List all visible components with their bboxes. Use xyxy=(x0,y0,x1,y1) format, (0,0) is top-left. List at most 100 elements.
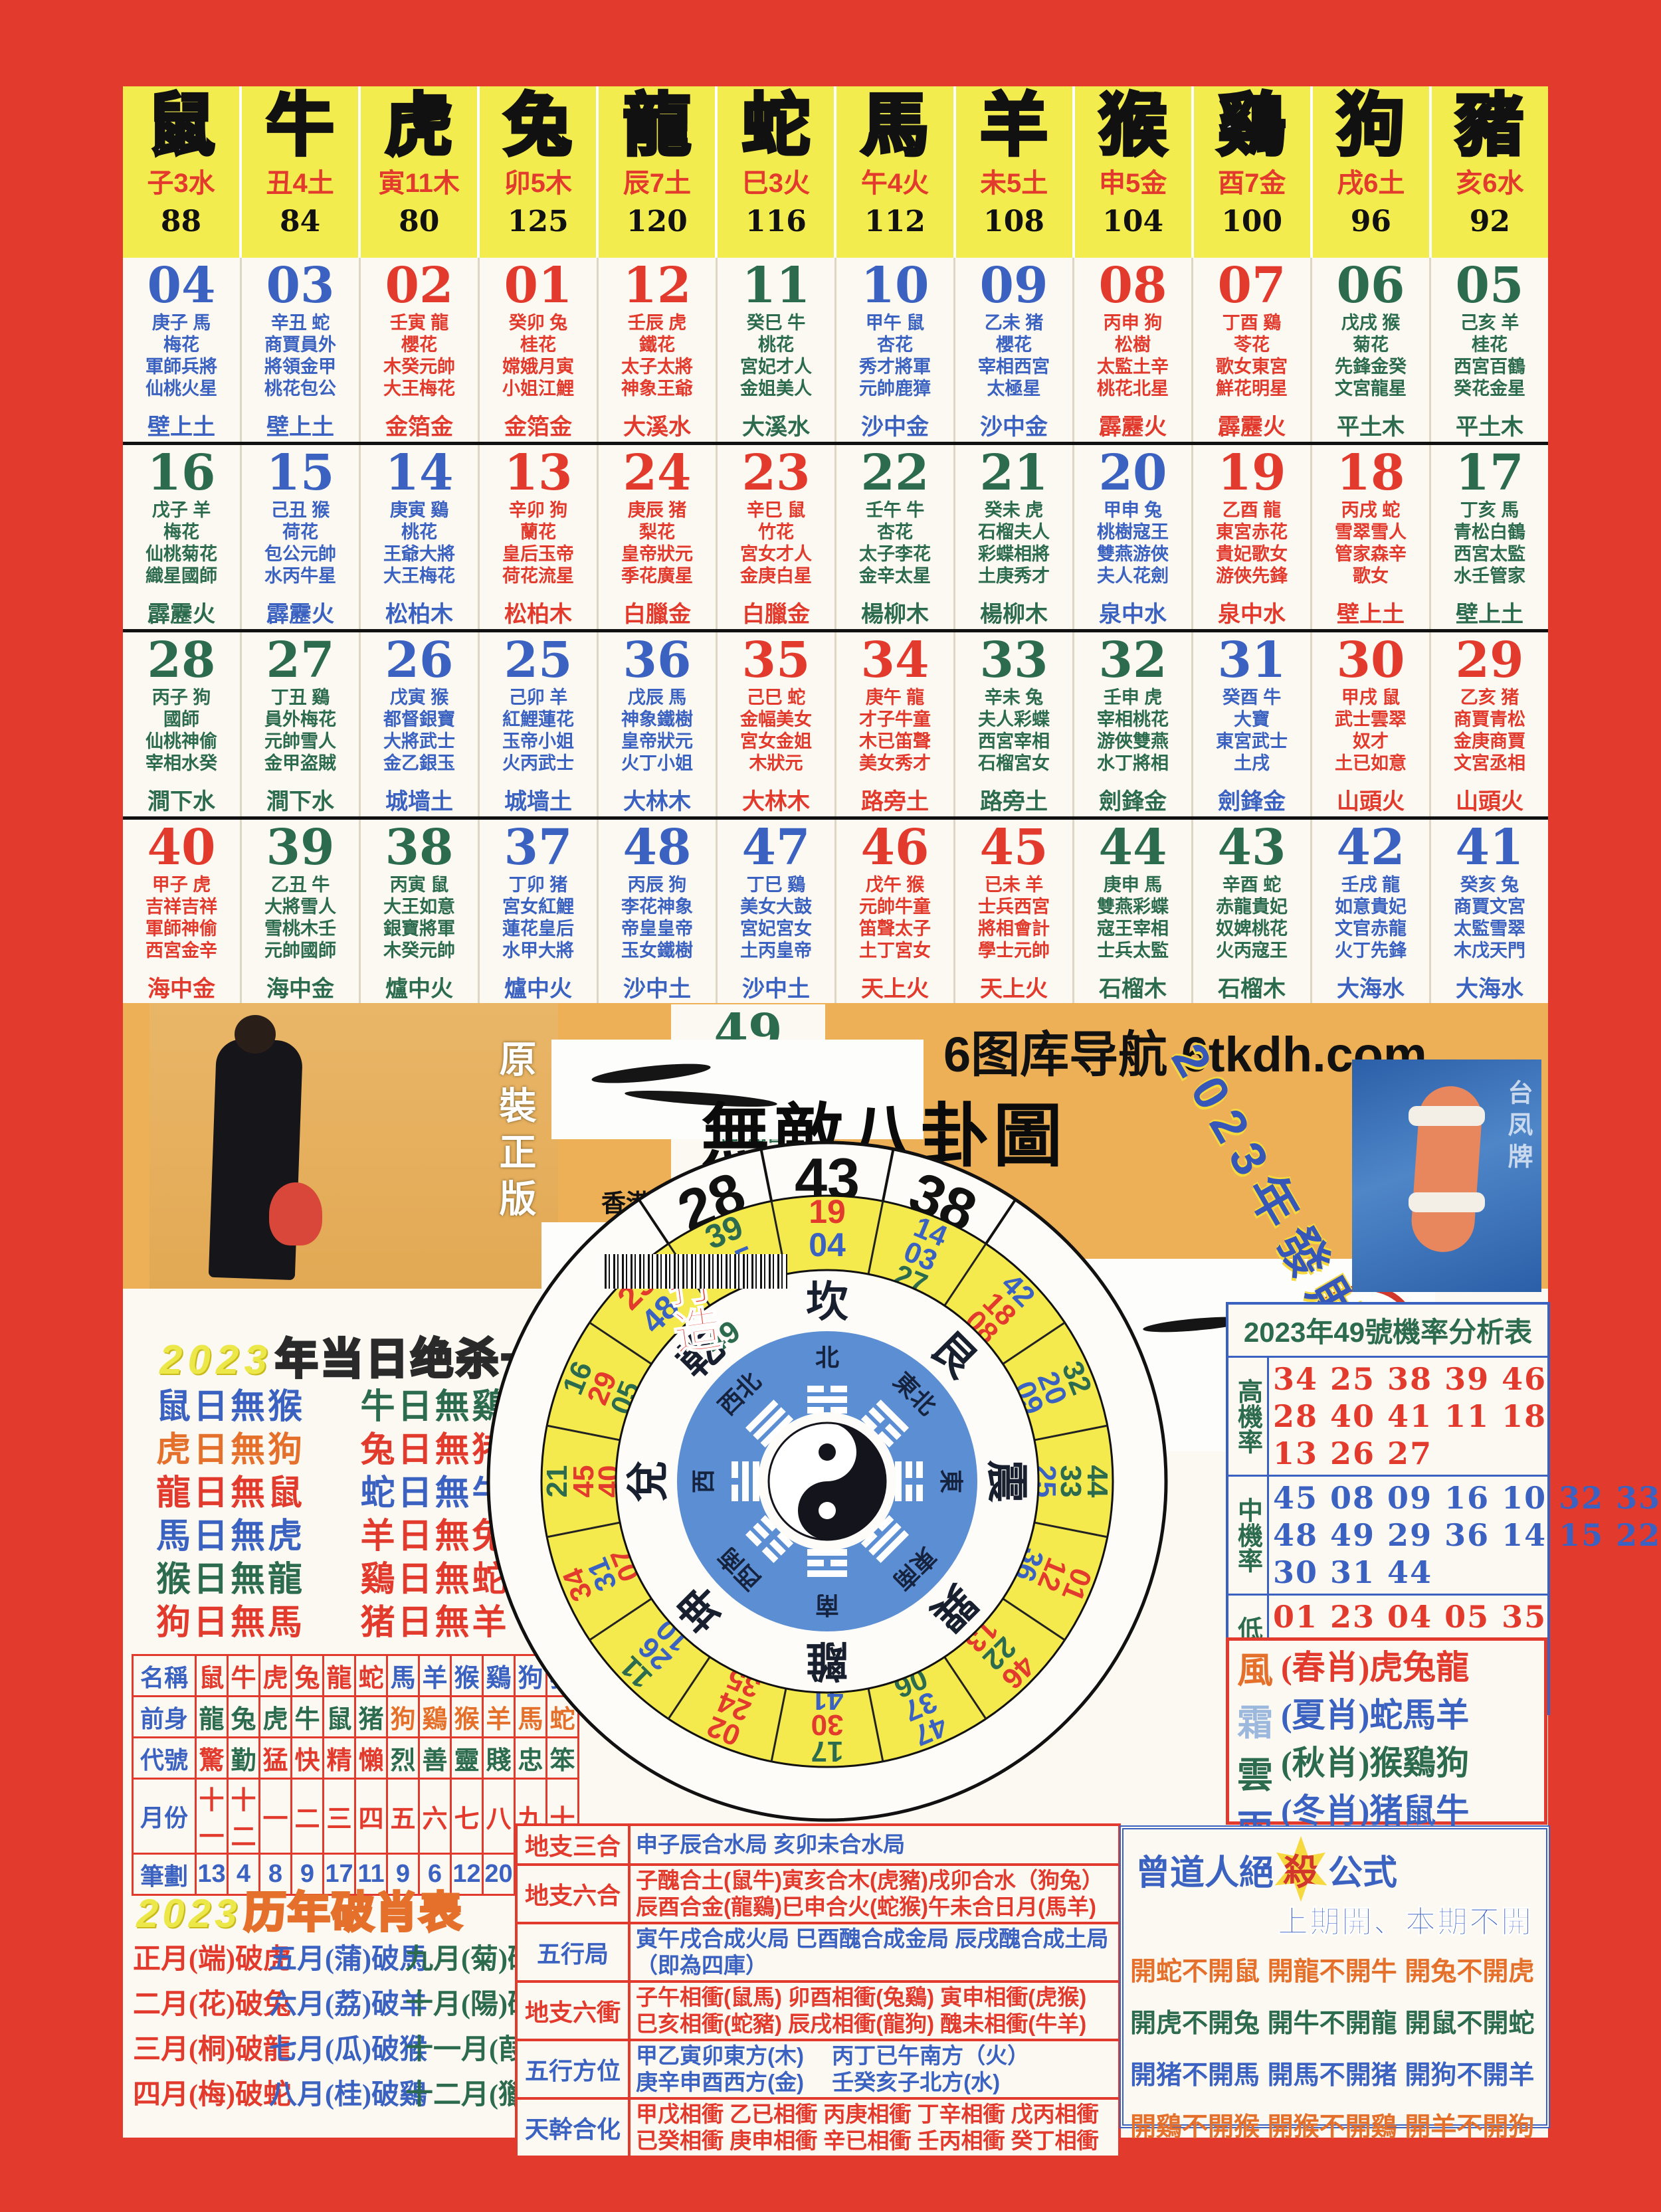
attr-cell: 猴 xyxy=(450,1695,484,1738)
cell-stem-branch: 己亥 羊 xyxy=(1460,313,1519,333)
zodiac-animal: 羊 xyxy=(979,86,1050,165)
cell-number: 27 xyxy=(266,632,335,689)
cell-nayin-element: 霹靂火 xyxy=(1099,415,1167,440)
comb-line: 申子辰合水局 亥卯未合水局 xyxy=(636,1832,906,1857)
zodiac-column: 鼠子3水 88 xyxy=(123,86,239,258)
killer-pair: 龍日無鼠 xyxy=(156,1475,306,1513)
attr-cell: 狗 xyxy=(514,1654,547,1697)
cell-stem-branch: 丙子 狗 xyxy=(151,688,211,707)
cell-flower: 赤龍貴妃 xyxy=(1216,897,1288,917)
cell-stem-branch: 甲子 虎 xyxy=(151,875,211,895)
attr-row: 月份 十一 十二一二三四五六七八九十 xyxy=(132,1778,579,1855)
zodiac-animal: 虎 xyxy=(383,86,454,165)
killer-pair: 兔日無猪 xyxy=(360,1431,510,1469)
cell-flower: 商賈青松 xyxy=(1454,709,1525,729)
cell-title-1: 金庚商賈 xyxy=(1454,731,1525,751)
cell-title-2: 木癸元帥 xyxy=(383,941,455,961)
number-cell: 03 辛丑 蛇商賈員外 將領金甲 桃花包公 壁上土 xyxy=(242,258,359,442)
cell-title-2: 水丙牛星 xyxy=(264,566,336,586)
cell-flower: 梨花 xyxy=(639,522,675,542)
wheel-wedge-number: 04 xyxy=(809,1226,846,1263)
trigram-glyph-震 xyxy=(895,1461,923,1501)
killer-pair: 狗日無馬 xyxy=(156,1604,306,1642)
trigram-glyph-乾 xyxy=(745,1399,794,1448)
swimmer-photo: 台凤牌 xyxy=(1352,1060,1541,1292)
cell-stem-branch: 癸卯 兔 xyxy=(508,313,568,333)
cell-number: 17 xyxy=(1455,445,1524,502)
cell-title-2: 火丁小姐 xyxy=(621,753,693,773)
cell-stem-branch: 壬戌 龍 xyxy=(1341,875,1401,895)
number-cell: 38 丙寅 鼠大王如意 銀寶將軍 木癸元帥 爐中火 xyxy=(361,820,478,1004)
trigram-line xyxy=(860,1414,878,1431)
formula-cell: 開蛇不開鼠 xyxy=(1130,1958,1260,1986)
cell-title-1: 貴妃歌女 xyxy=(1216,544,1288,564)
number-cell: 37 丁卯 猪宮女紅鯉 蓮花皇后 水甲大將 爐中火 xyxy=(480,820,597,1004)
zodiac-branch-element: 辰7土 xyxy=(623,169,691,198)
trigram-line xyxy=(807,1560,824,1566)
cell-title-1: 宮女才人 xyxy=(740,544,812,564)
attr-cell: 勤 xyxy=(227,1736,260,1780)
cell-title-2: 土庚秀才 xyxy=(978,566,1050,586)
cell-number: 03 xyxy=(266,258,335,314)
cell-stem-branch: 癸酉 牛 xyxy=(1222,688,1282,707)
cell-title-1: 雪桃木壬 xyxy=(264,919,336,939)
killer-pair: 馬日無虎 xyxy=(156,1518,306,1556)
trigram-line xyxy=(732,1461,738,1478)
broken-month-cell: 正月(端)破虎 xyxy=(133,1944,291,1975)
grid-row: 40 甲子 虎吉祥吉祥 軍師神偷 西宮金辛 海中金 39 乙丑 牛大將雪人 雪桃木壬 元帥國師海… xyxy=(123,820,1548,1007)
trigram-line xyxy=(877,1431,894,1448)
attr-cell: 馬 xyxy=(514,1695,547,1738)
wheel-wedge-number: 33 xyxy=(1054,1465,1087,1498)
cell-flower: 桂花 xyxy=(520,335,556,355)
cell-flower: 大將雪人 xyxy=(264,897,336,917)
cell-nayin-element: 壁上土 xyxy=(1456,602,1523,627)
cell-flower: 雙燕彩蝶 xyxy=(1097,897,1169,917)
number-cell: 28 丙子 狗國師 仙桃神偷 宰相水癸 澗下水 xyxy=(123,632,240,816)
cell-flower: 宮女紅鯉 xyxy=(502,897,574,917)
trigram-line xyxy=(807,1396,847,1403)
cell-title-1: 先鋒金癸 xyxy=(1335,357,1407,377)
cell-flower: 杏花 xyxy=(877,522,913,542)
attr-cell: 精 xyxy=(322,1736,356,1780)
trigram-line xyxy=(906,1485,912,1501)
cell-title-1: 帝皇皇帝 xyxy=(621,919,693,939)
comb-row-label: 地支六合 xyxy=(515,1863,631,1924)
zodiac-column: 鷄酉7金 100 xyxy=(1191,86,1310,258)
zodiac-animal: 豬 xyxy=(1454,86,1525,165)
trigram-glyph-坤 xyxy=(745,1515,794,1564)
attr-cell: 五 xyxy=(386,1778,420,1855)
zodiac-animal: 牛 xyxy=(264,86,336,165)
comb-row-label: 五行方位 xyxy=(515,2039,631,2100)
number-cell: 30 甲戌 鼠武士雲翠 奴才 土已如意 山頭火 xyxy=(1312,632,1429,816)
zodiac-column: 牛丑4土 84 xyxy=(239,86,358,258)
probability-row-label: 中機率 xyxy=(1228,1477,1269,1594)
comb-row-label: 地支六衝 xyxy=(515,1980,631,2041)
trigram-line xyxy=(745,1530,762,1547)
cell-number: 15 xyxy=(266,445,335,502)
trigram-name-東: 震 xyxy=(983,1460,1030,1503)
attr-cell: 笨 xyxy=(545,1736,579,1780)
cell-number: 30 xyxy=(1336,632,1405,689)
number-cell: 21 癸未 虎石榴夫人 彩蝶相將 土庚秀才 楊柳木 xyxy=(955,445,1072,629)
attr-cell: 二 xyxy=(290,1778,324,1855)
cell-title-1: 太監土辛 xyxy=(1097,357,1169,377)
number-cell: 15 己丑 猴荷花 包公元帥 水丙牛星 霹靂火 xyxy=(242,445,359,629)
killer-pair: 鼠日無猴 xyxy=(156,1388,306,1426)
cell-stem-branch: 丁卯 猪 xyxy=(508,875,568,895)
yinyang-dark-dot xyxy=(819,1443,836,1461)
comb-row-label: 地支三合 xyxy=(515,1823,631,1866)
probability-line: 30 31 44 xyxy=(1273,1554,1433,1590)
formula-rows: 開蛇不開鼠 開龍不開牛 開兔不開虎 開虎不開兔 開牛不開龍 開鼠不開蛇 開猪不開馬 開馬不開猪… xyxy=(1124,1942,1546,2158)
zodiac-number: 88 xyxy=(160,205,202,238)
cell-number: 34 xyxy=(860,632,929,689)
cell-title-1: 太子太將 xyxy=(621,357,693,377)
cell-title-2: 火丙寇王 xyxy=(1216,941,1288,961)
cell-flower: 鐵花 xyxy=(639,335,675,355)
zodiac-number: 92 xyxy=(1469,205,1511,238)
attr-cell: 快 xyxy=(290,1736,324,1780)
man-head xyxy=(235,1015,276,1054)
cell-number: 02 xyxy=(385,258,454,314)
number-cell: 08 丙申 狗松樹 太監土辛 桃花北星 霹靂火 xyxy=(1074,258,1191,442)
cell-title-2: 土戌 xyxy=(1234,753,1270,773)
comb-line: 甲戊相衝 乙已相衝 丙庚相衝 丁辛相衝 戊丙相衝 xyxy=(636,2102,1099,2126)
